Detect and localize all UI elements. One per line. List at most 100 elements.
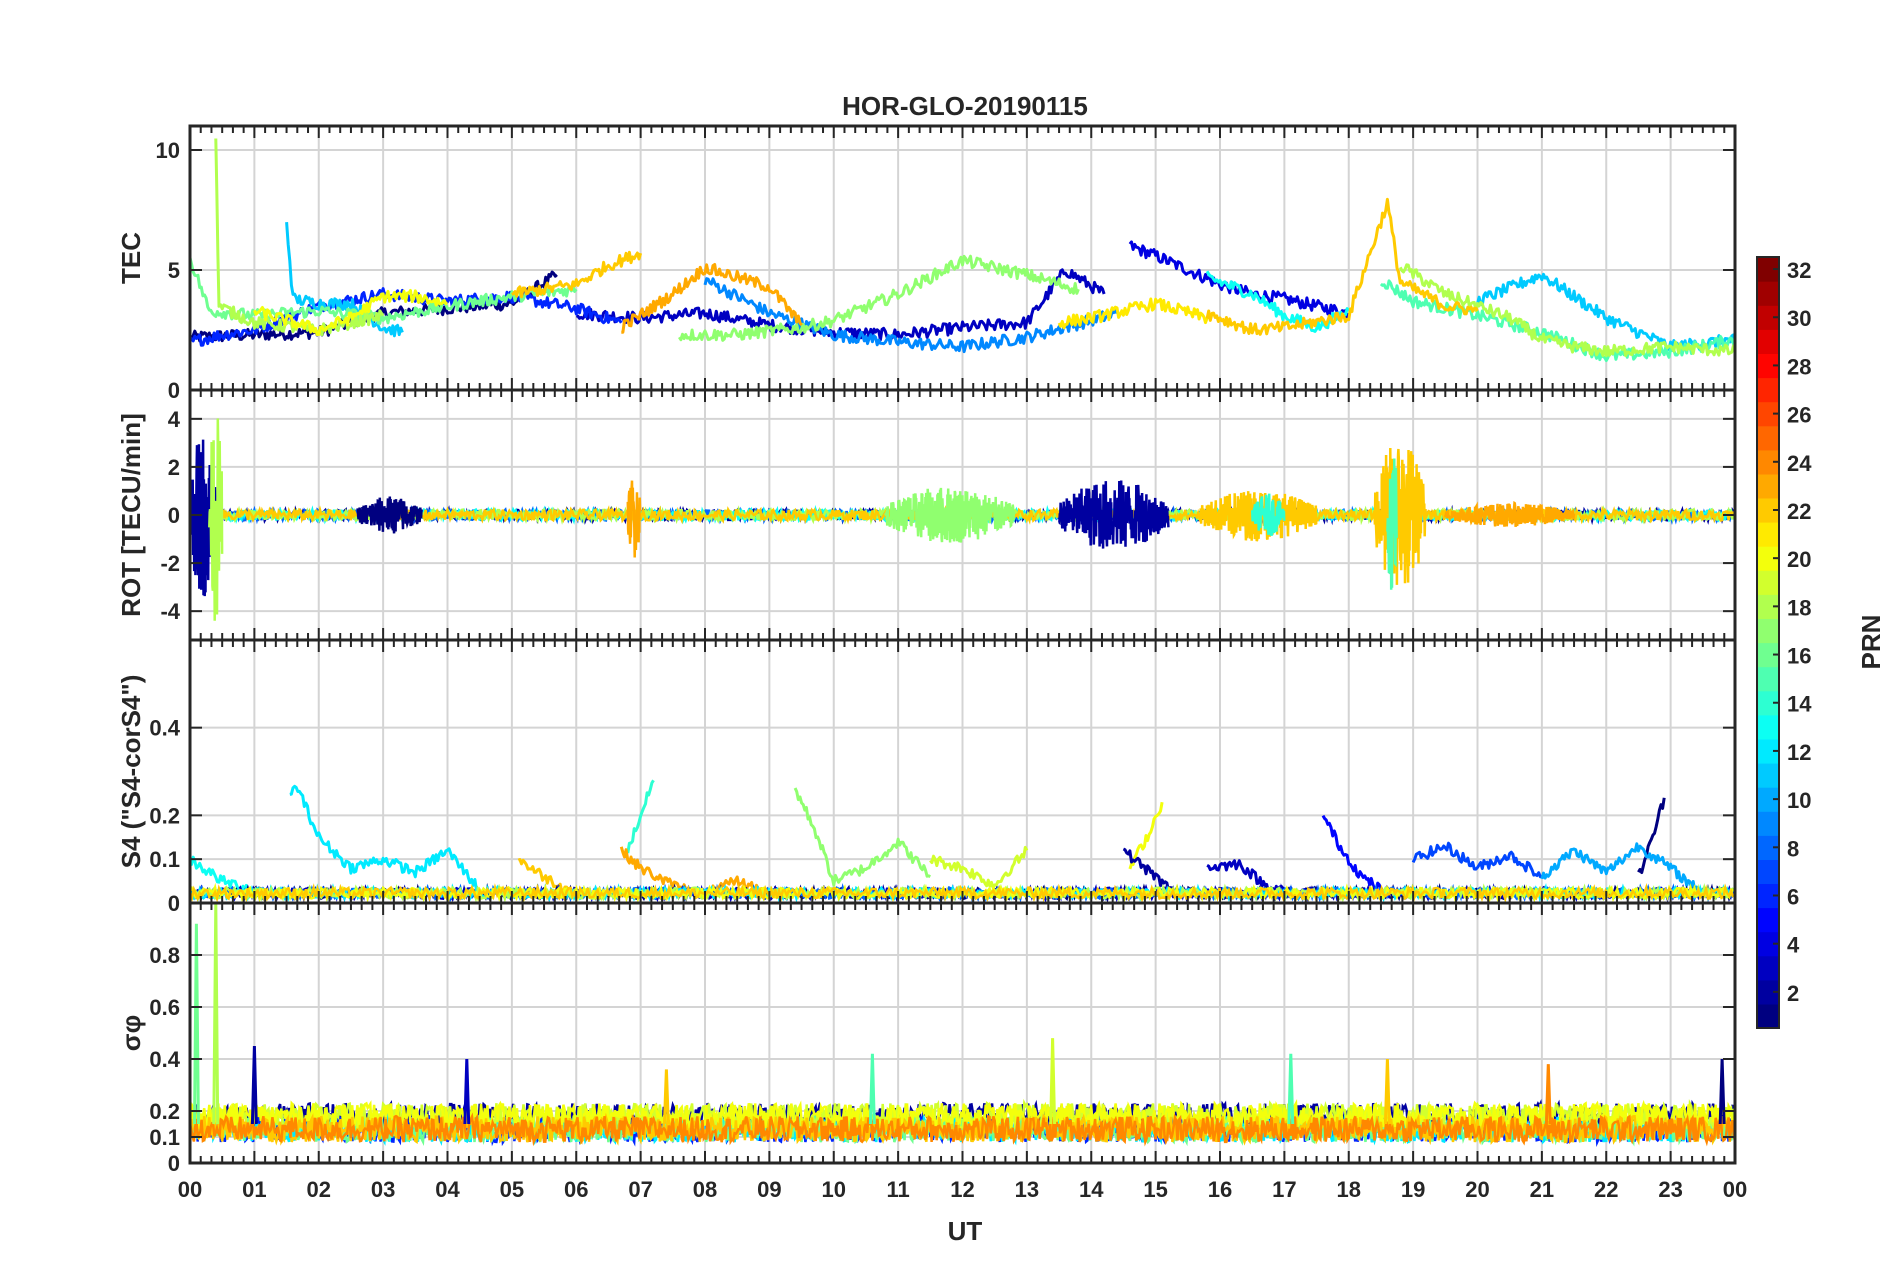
y-tick-label: -2 xyxy=(160,551,180,576)
x-tick-label: 03 xyxy=(371,1177,395,1202)
colorbar-segment xyxy=(1757,594,1779,619)
series-line-prn-11 xyxy=(1476,272,1735,354)
y-tick-label: 0.1 xyxy=(149,847,180,872)
x-tick-label: 16 xyxy=(1208,1177,1232,1202)
y-tick-label: 5 xyxy=(168,258,180,283)
panel-data xyxy=(190,138,1735,362)
series-line-prn-17 xyxy=(678,254,1080,342)
colorbar-tick-label: 30 xyxy=(1787,306,1811,331)
series-line-prn-3 xyxy=(576,268,1106,342)
y-axis-label: S4 ("S4-corS4") xyxy=(116,675,146,869)
x-tick-label: 20 xyxy=(1465,1177,1489,1202)
x-tick-label: 11 xyxy=(886,1177,909,1202)
colorbar-frame xyxy=(1756,256,1780,1029)
colorbar-segment xyxy=(1757,714,1779,740)
series-line-prn-5 xyxy=(1321,814,1383,892)
burst-line-prn-14 xyxy=(1250,493,1286,536)
series-line-prn-13 xyxy=(190,855,256,895)
spike-prn-24 xyxy=(1544,1064,1552,1125)
panel-rot: -4 -2 0 2 4 ROT [TECU/min] xyxy=(116,388,1737,642)
burst-line-prn-18 xyxy=(208,418,224,621)
x-tick-label: 23 xyxy=(1658,1177,1682,1202)
y-tick-label: 0.4 xyxy=(149,1047,180,1072)
colorbar-tick-label: 10 xyxy=(1787,788,1811,813)
series-line-prn-14 xyxy=(626,779,655,854)
x-axis-label: UT xyxy=(948,1216,983,1246)
spike-prn-22 xyxy=(662,1069,670,1125)
y-tick-label: 0.1 xyxy=(149,1125,180,1150)
colorbar-segment xyxy=(1757,329,1779,354)
colorbar-segment xyxy=(1757,763,1779,788)
series-line-prn-12 xyxy=(289,784,481,892)
spike-prn-18 xyxy=(212,903,220,1125)
colorbar-tick-label: 12 xyxy=(1787,740,1811,765)
series-line-prn-7 xyxy=(1411,841,1542,879)
y-tick-label: 0 xyxy=(168,378,180,403)
y-tick-label: 2 xyxy=(168,455,180,480)
x-tick-label: 02 xyxy=(307,1177,331,1202)
series-line-prn-22 xyxy=(1205,197,1479,336)
colorbar-segment xyxy=(1757,738,1779,764)
colorbar-segment xyxy=(1757,618,1779,644)
colorbar-segment xyxy=(1757,835,1779,860)
y-axis-label: ROT [TECU/min] xyxy=(116,413,146,617)
burst-line-prn-1 xyxy=(356,496,423,534)
spike-prn-2 xyxy=(250,1045,258,1125)
colorbar-segment xyxy=(1757,473,1779,499)
colorbar-segment xyxy=(1757,522,1779,547)
colorbar-tick-label: 14 xyxy=(1787,692,1812,717)
colorbar-segment xyxy=(1757,1003,1779,1029)
colorbar-segment xyxy=(1757,570,1779,595)
x-tick-label: 00 xyxy=(1723,1177,1747,1202)
x-tick-label: 07 xyxy=(628,1177,652,1202)
series-line-prn-21 xyxy=(1057,297,1209,330)
colorbar-tick-label: 8 xyxy=(1787,836,1799,861)
spike-prn-19 xyxy=(1049,1038,1057,1125)
series-line-prn-22 xyxy=(511,250,643,299)
series-line-prn-11 xyxy=(285,221,404,338)
y-tick-label: 0 xyxy=(168,891,180,916)
x-tick-label: 17 xyxy=(1272,1177,1296,1202)
colorbar-segment xyxy=(1757,546,1779,571)
colorbar-tick-label: 4 xyxy=(1787,933,1800,958)
y-tick-label: 0.6 xyxy=(149,995,180,1020)
colorbar-segment xyxy=(1757,377,1779,403)
y-tick-label: -4 xyxy=(160,599,180,624)
x-tick-label: 05 xyxy=(500,1177,524,1202)
burst-line-prn-23 xyxy=(1444,500,1576,527)
y-axis-label: σφ xyxy=(116,1015,146,1051)
series-line-prn-17 xyxy=(793,787,931,887)
colorbar-segment xyxy=(1757,811,1779,836)
series-line-prn-19 xyxy=(929,845,1029,890)
colorbar-segment xyxy=(1757,859,1779,884)
colorbar-segment xyxy=(1757,955,1779,981)
y-tick-label: 0 xyxy=(168,503,180,528)
series-line-prn-13 xyxy=(1205,270,1350,333)
series-line-prn-9 xyxy=(703,277,1119,354)
colorbar-tick-label: 32 xyxy=(1787,258,1811,283)
burst-line-prn-2 xyxy=(1058,480,1170,549)
x-tick-label: 15 xyxy=(1143,1177,1167,1202)
series-line-prn-20 xyxy=(1128,801,1164,870)
y-axis-label: TEC xyxy=(116,232,146,284)
series-line-prn-20 xyxy=(253,289,448,337)
colorbar-tick-label: 22 xyxy=(1787,499,1811,524)
x-tick-label: 13 xyxy=(1015,1177,1039,1202)
x-tick-label: 14 xyxy=(1079,1177,1104,1202)
x-tick-label: 08 xyxy=(693,1177,717,1202)
spike-prn-16 xyxy=(193,923,200,1125)
colorbar-tick-label: 18 xyxy=(1787,595,1811,620)
y-tick-label: 0.8 xyxy=(149,943,180,968)
colorbar-segment xyxy=(1757,353,1779,379)
x-tick-label: 12 xyxy=(950,1177,974,1202)
colorbar-segment xyxy=(1757,690,1779,716)
panel-data xyxy=(190,418,1735,621)
x-tick-label: 19 xyxy=(1401,1177,1425,1202)
x-tick-label: 04 xyxy=(435,1177,460,1202)
panel-sigma-phi: 00.10.2 0.4 0.6 0.8 σφ xyxy=(116,901,1737,1176)
colorbar-segment xyxy=(1757,666,1779,692)
y-tick-label: 0.4 xyxy=(149,716,180,741)
series-line-prn-15 xyxy=(1379,279,1735,362)
colorbar-segment xyxy=(1757,883,1779,909)
colorbar-tick-label: 2 xyxy=(1787,981,1799,1006)
